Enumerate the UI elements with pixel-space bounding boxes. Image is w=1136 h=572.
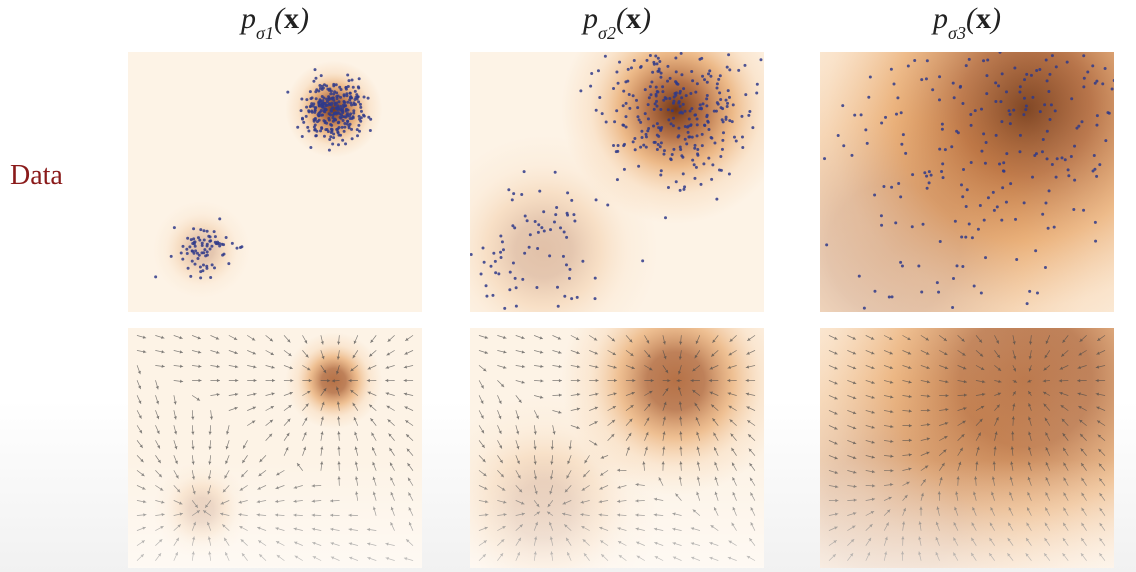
sigma-index: 1 [265,23,274,43]
score-panel-sigma1 [128,328,422,568]
data-panel-sigma1 [128,52,422,312]
sigma-index: 2 [607,23,616,43]
data-panel-sigma2 [470,52,764,312]
column-title-1: pσ1(x) [128,2,422,40]
score-panel-sigma2 [470,328,764,568]
score-panel-sigma3 [820,328,1114,568]
data-panel-sigma3 [820,52,1114,312]
column-title-3: pσ3(x) [820,2,1114,40]
row-label-data: Data [10,160,63,192]
column-title-2: pσ2(x) [470,2,764,40]
sigma-index: 3 [957,23,966,43]
